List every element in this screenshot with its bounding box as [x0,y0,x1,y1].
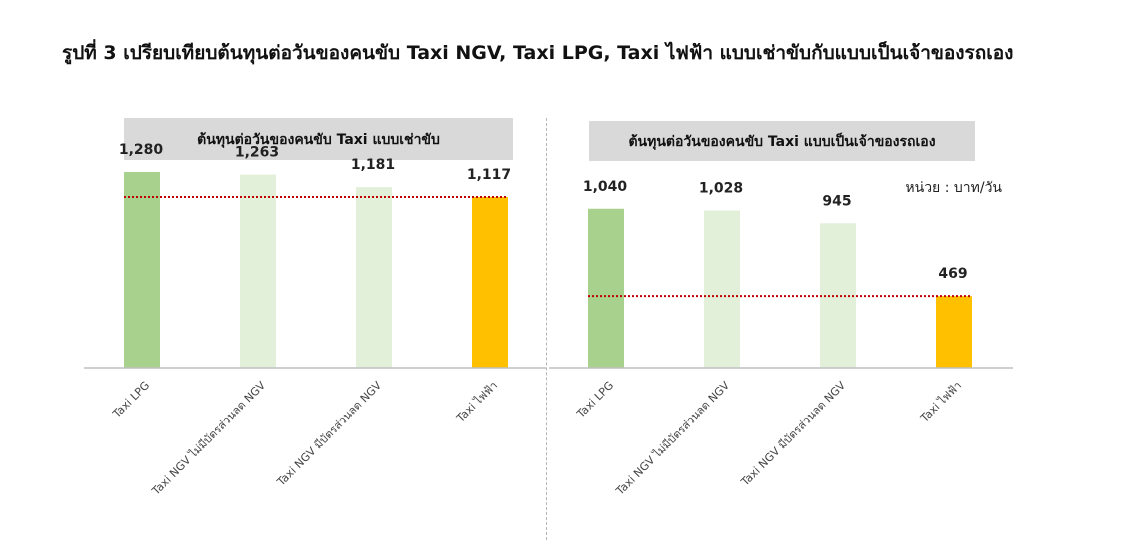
tick-label: Taxi LPG [574,379,616,421]
data-label: 1,181 [351,157,395,173]
data-label: 1,040 [583,179,628,195]
tick-label: Taxi NGV ไม่มีบัตรส่วนลด NGV [149,379,269,499]
bar [936,296,972,368]
data-label: 1,280 [119,142,164,158]
data-label: 1,263 [235,145,279,161]
bar [588,208,624,368]
tick-label: Taxi NGV ไม่มีบัตรส่วนลด NGV [613,379,733,499]
panel-title: ต้นทุนต่อวันของคนขับ Taxi แบบเช่าขับ [197,132,440,148]
figure-title: รูปที่ 3 เปรียบเทียบต้นทุนต่อวันของคนขับ… [62,42,1014,64]
tick-label: Taxi ไฟฟ้า [453,379,500,426]
data-label: 945 [822,193,851,209]
unit-label: หน่วย : บาท/วัน [905,180,1002,196]
panel-title-box [124,118,513,160]
bar [472,196,508,368]
bar [124,172,160,368]
tick-label: Taxi LPG [110,379,152,421]
bar [240,174,276,368]
bar [356,187,392,368]
data-label: 469 [938,266,967,282]
chart-panel-rental: ต้นทุนต่อวันของคนขับ Taxi แบบเช่าขับ 1,28… [84,118,546,498]
data-label: 1,117 [467,167,511,183]
tick-label: Taxi NGV มีบัตรส่วนลด NGV [274,379,385,490]
tick-label: Taxi ไฟฟ้า [917,379,964,426]
panel-divider [546,118,547,540]
panel-title: ต้นทุนต่อวันของคนขับ Taxi แบบเป็นเจ้าของ… [628,132,935,150]
bar [704,210,740,368]
panel-title-box [589,121,975,161]
data-label: 1,028 [699,181,743,197]
tick-label: Taxi NGV มีบัตรส่วนลด NGV [738,379,849,490]
chart-panel-owner: ต้นทุนต่อวันของคนขับ Taxi แบบเป็นเจ้าของ… [549,121,1013,498]
